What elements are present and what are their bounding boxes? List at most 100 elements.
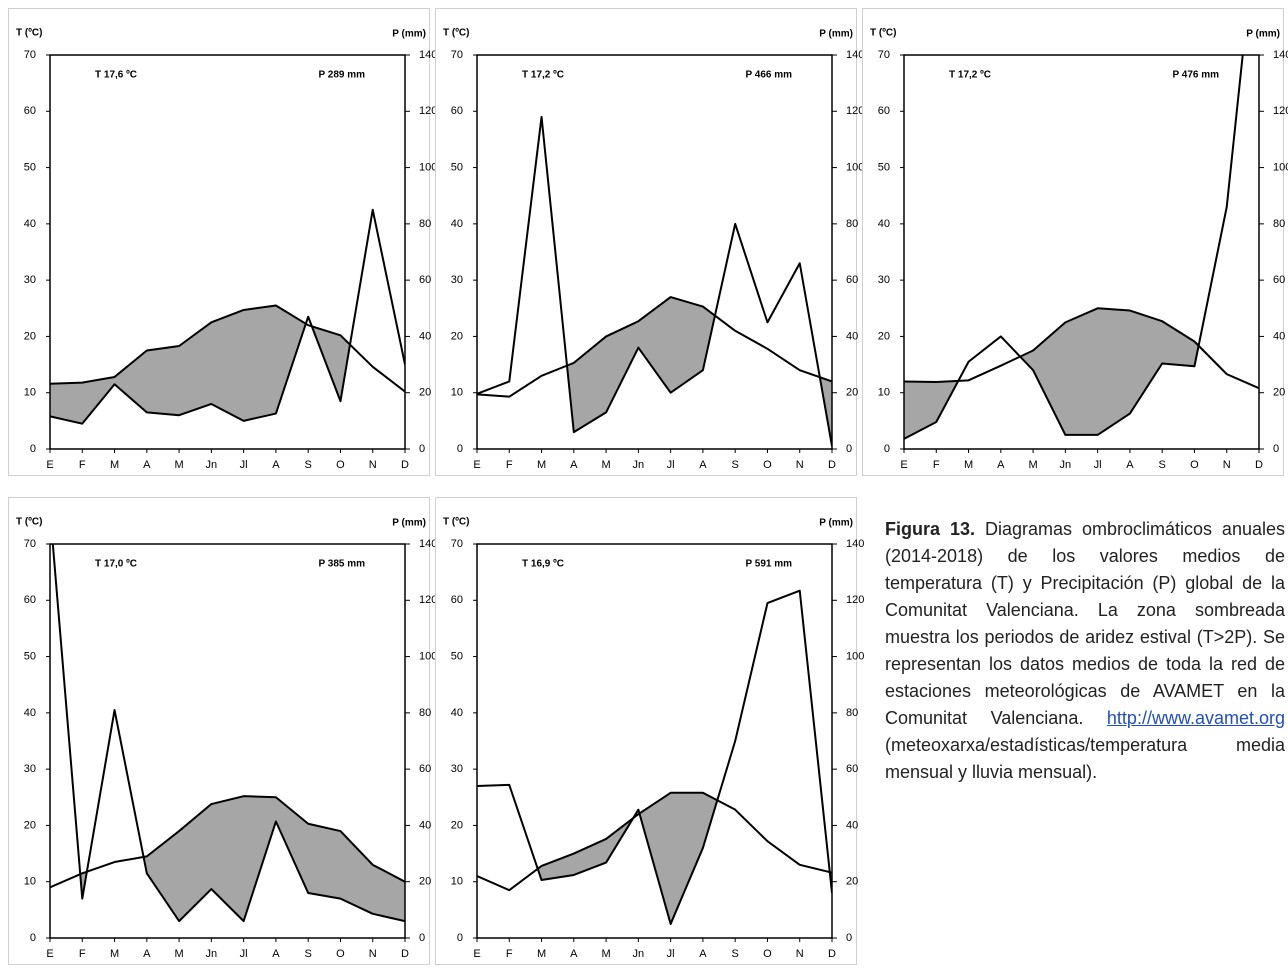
y2-tick-label: 0: [419, 932, 425, 944]
y-axis-label: T (ºC): [870, 28, 896, 39]
x-tick-label: S: [1159, 459, 1166, 471]
y2-tick-label: 40: [419, 819, 431, 831]
x-tick-label: A: [570, 459, 578, 471]
series-line: [904, 307, 1259, 390]
y2-axis-label: P (mm): [392, 29, 426, 40]
y-tick-label: 40: [451, 218, 463, 230]
y-tick-label: 20: [451, 819, 463, 831]
y-tick-label: 10: [24, 387, 36, 399]
y2-tick-label: 60: [846, 763, 858, 775]
annotation: T 17,0 ºC: [95, 559, 137, 570]
y2-tick-label: 20: [846, 387, 858, 399]
y-tick-label: 0: [30, 932, 36, 944]
x-tick-label: Jl: [1094, 459, 1102, 471]
y-tick-label: 40: [878, 218, 890, 230]
x-tick-label: E: [900, 459, 907, 471]
arid-area: [50, 305, 405, 424]
x-tick-label: Jn: [1060, 459, 1072, 471]
y-tick-label: 10: [451, 876, 463, 888]
y-tick-label: 50: [878, 161, 890, 173]
chart-panel: 0 10 20 30 40 50 60 70 0 20 40 60 80 100 120 140 E F M A M Jn…: [8, 497, 437, 965]
x-tick-label: A: [143, 948, 151, 960]
y-tick-label: 0: [30, 443, 36, 455]
annotation: P 466 mm: [745, 70, 792, 81]
y2-tick-label: 60: [846, 274, 858, 286]
x-tick-label: M: [110, 459, 119, 471]
y-tick-label: 60: [24, 105, 36, 117]
y-tick-label: 70: [451, 49, 463, 61]
y-tick-label: 20: [451, 330, 463, 342]
caption-label: Figura 13.: [885, 519, 975, 539]
x-tick-label: F: [506, 459, 513, 471]
plot-frame: [49, 54, 406, 450]
y-tick-label: 0: [457, 443, 463, 455]
x-tick-label: Jn: [206, 459, 218, 471]
series-line: [50, 304, 405, 393]
x-tick-label: M: [110, 948, 119, 960]
y-tick-label: 70: [451, 538, 463, 550]
caption: Figura 13. Diagramas ombroclimáticos anu…: [885, 516, 1285, 786]
panel-border: [435, 8, 857, 476]
x-tick-label: O: [1190, 459, 1199, 471]
y-tick-label: 20: [24, 819, 36, 831]
y2-tick-label: 0: [846, 443, 852, 455]
series-line: [477, 791, 832, 892]
y-tick-label: 40: [451, 707, 463, 719]
x-tick-label: M: [537, 459, 546, 471]
x-tick-label: F: [933, 459, 940, 471]
x-tick-label: O: [763, 948, 772, 960]
y2-tick-label: 120: [1273, 105, 1288, 117]
annotation: T 17,2 ºC: [522, 70, 564, 81]
arid-area: [477, 297, 832, 447]
x-tick-label: A: [1126, 459, 1134, 471]
series-line: [477, 589, 832, 925]
x-tick-label: M: [537, 948, 546, 960]
chart-panel: 0 10 20 30 40 50 60 70 0 20 40 60 80 100 120 140 E F M A M Jn…: [435, 497, 864, 965]
arid-area: [50, 796, 405, 922]
y-axis-label: T (ºC): [443, 517, 469, 528]
y2-tick-label: 80: [846, 218, 858, 230]
y2-tick-label: 140: [846, 538, 864, 550]
y2-tick-label: 80: [419, 707, 431, 719]
series-line: [51, 544, 405, 923]
y2-tick-label: 140: [419, 49, 437, 61]
y2-tick-label: 120: [419, 594, 437, 606]
caption-link[interactable]: http://www.avamet.org: [1106, 708, 1285, 728]
x-tick-label: D: [828, 459, 836, 471]
y-tick-label: 0: [457, 932, 463, 944]
x-tick-label: M: [175, 459, 184, 471]
y-tick-label: 30: [24, 274, 36, 286]
caption-text: Diagramas ombroclimáticos anuales (2014-…: [885, 519, 1285, 728]
plot-frame: [476, 543, 833, 939]
x-tick-label: A: [272, 459, 280, 471]
y2-tick-label: 60: [419, 274, 431, 286]
y2-tick-label: 40: [419, 330, 431, 342]
chart-panel: 0 10 20 30 40 50 60 70 0 20 40 60 80 100 120 140 E F M A M Jn…: [8, 8, 437, 476]
x-tick-label: F: [79, 459, 86, 471]
x-tick-label: O: [763, 459, 772, 471]
y-axis-label: T (ºC): [16, 517, 42, 528]
annotation: P 289 mm: [318, 70, 365, 81]
y-tick-label: 70: [24, 49, 36, 61]
caption-text-after: (meteoxarxa/estadísticas/temperatura med…: [885, 735, 1285, 782]
y2-tick-label: 0: [419, 443, 425, 455]
x-tick-label: D: [401, 948, 409, 960]
y-tick-label: 20: [24, 330, 36, 342]
y-tick-label: 10: [24, 876, 36, 888]
y-tick-label: 70: [24, 538, 36, 550]
y2-axis-label: P (mm): [819, 29, 853, 40]
x-tick-label: F: [79, 948, 86, 960]
x-tick-label: S: [305, 459, 312, 471]
x-tick-label: A: [997, 459, 1005, 471]
x-tick-label: Jn: [633, 948, 645, 960]
y2-tick-label: 100: [419, 161, 437, 173]
y-axis-label: T (ºC): [16, 28, 42, 39]
x-tick-label: F: [506, 948, 513, 960]
y2-tick-label: 120: [846, 594, 864, 606]
x-tick-label: A: [272, 948, 280, 960]
y2-tick-label: 60: [1273, 274, 1285, 286]
y2-axis-label: P (mm): [819, 518, 853, 529]
y-tick-label: 40: [24, 707, 36, 719]
x-tick-label: E: [46, 459, 53, 471]
